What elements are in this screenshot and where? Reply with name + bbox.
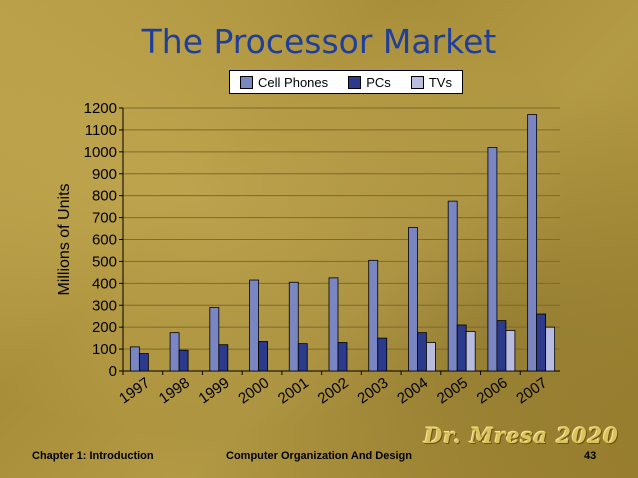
- x-tick-label: 2003: [354, 374, 391, 407]
- x-tick-label: 2006: [474, 374, 511, 407]
- y-tick-label: 500: [92, 253, 117, 270]
- bar-pcs: [496, 320, 507, 372]
- page-number: 43: [584, 450, 597, 462]
- bar-cell-phones: [527, 114, 538, 372]
- bar-tvs: [465, 331, 476, 372]
- legend-item-tvs: TVs: [410, 74, 452, 90]
- bar-pcs: [178, 349, 189, 372]
- y-tick-label: 400: [92, 275, 117, 292]
- y-tick-label: 800: [92, 188, 117, 205]
- bar-pcs: [258, 341, 268, 372]
- slide-title: The Processor Market: [141, 22, 497, 61]
- bar-tvs: [505, 330, 516, 372]
- chart-legend: Cell Phones PCs TVs: [229, 70, 463, 94]
- y-tick-label: 1200: [84, 100, 117, 117]
- bar-pcs: [536, 313, 547, 372]
- bar-cell-phones: [447, 200, 458, 372]
- bar-cell-phones: [328, 277, 339, 372]
- y-tick-label: 200: [92, 319, 117, 336]
- bar-cell-phones: [487, 147, 498, 372]
- bar-pcs: [417, 332, 427, 372]
- x-tick-label: 2002: [315, 374, 352, 407]
- legend-label-tvs: TVs: [428, 74, 452, 90]
- y-tick-label: 300: [92, 297, 117, 314]
- signature-watermark: Dr. Mresa 2020: [424, 423, 619, 448]
- legend-label-pcs: PCs: [366, 74, 391, 90]
- bar-tvs: [426, 342, 436, 372]
- legend-item-pcs: PCs: [348, 75, 391, 90]
- bar-pcs: [337, 342, 348, 372]
- y-tick-label: 0: [109, 363, 117, 380]
- y-axis-label: Millions of Units: [56, 183, 73, 295]
- legend-swatch-tvs: [410, 75, 424, 89]
- y-tick-label: 100: [92, 341, 117, 358]
- bar-cell-phones: [288, 281, 299, 372]
- x-tick-label: 2007: [513, 374, 550, 407]
- x-tick-label: 1997: [116, 374, 153, 407]
- bar-cell-phones: [408, 227, 418, 372]
- y-tick-label: 900: [92, 166, 117, 183]
- bar-cell-phones: [209, 307, 220, 372]
- y-tick-label: 1100: [85, 122, 117, 139]
- bar-pcs: [297, 343, 308, 372]
- legend-swatch-pcs: [348, 75, 362, 89]
- bar-cell-phones: [129, 346, 140, 372]
- bar-cell-phones: [368, 259, 379, 372]
- x-tick-label: 2000: [235, 374, 272, 407]
- bar-pcs: [218, 344, 229, 372]
- legend-swatch-cell-phones: [240, 75, 254, 89]
- bar-tvs: [545, 326, 556, 372]
- bar-pcs: [456, 324, 467, 372]
- bar-cell-phones: [249, 279, 259, 372]
- footer-book-title: Computer Organization And Design: [226, 450, 412, 462]
- bar-cell-phones: [169, 332, 180, 372]
- y-tick-label: 600: [92, 232, 117, 249]
- y-tick-label: 700: [92, 210, 117, 227]
- x-tick-label: 2005: [434, 374, 471, 407]
- bar-pcs: [377, 337, 388, 372]
- x-tick-label: 1999: [196, 374, 233, 407]
- legend-item-cell-phones: Cell Phones: [240, 75, 328, 90]
- x-tick-label: 2004: [394, 374, 431, 407]
- y-tick-label: 1000: [84, 144, 117, 161]
- footer-chapter: Chapter 1: Introduction: [32, 450, 154, 462]
- legend-label-cell-phones: Cell Phones: [258, 74, 329, 90]
- x-tick-label: 1998: [156, 374, 193, 407]
- bar-pcs: [138, 353, 149, 372]
- x-tick-label: 2001: [275, 374, 312, 407]
